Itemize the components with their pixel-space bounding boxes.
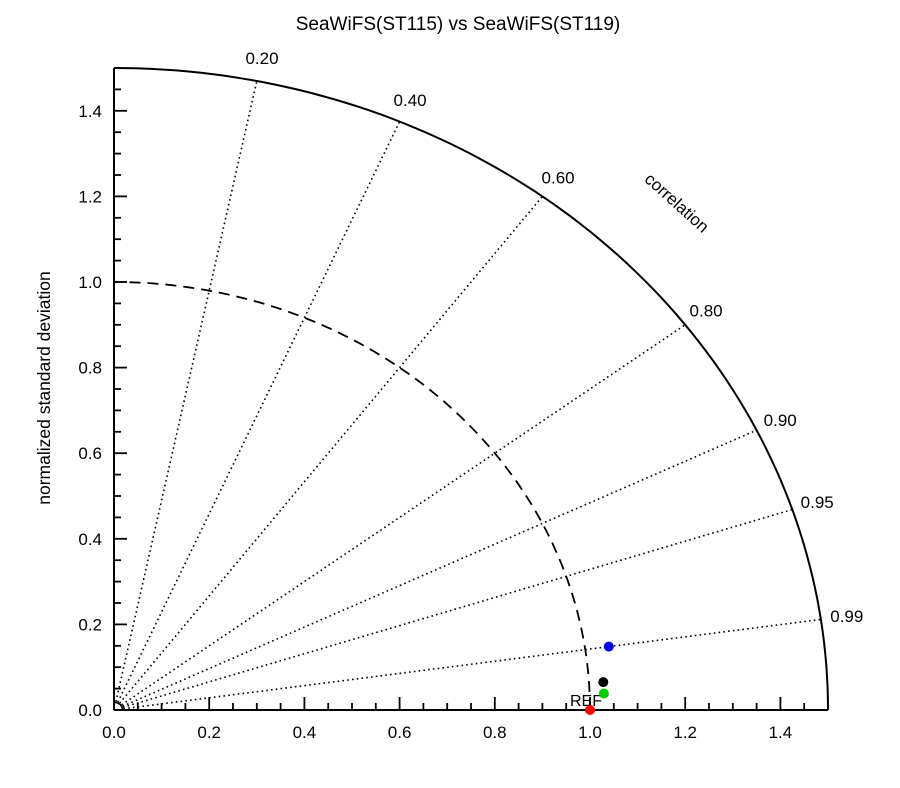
axes-group: [113, 68, 828, 711]
correlation-ray: [122, 508, 793, 709]
ray-labels-group: 0.20 0.40 0.60 0.80 0.90 0.95 0.99: [245, 49, 863, 626]
y-axis-tick-label: 1.2: [78, 187, 102, 206]
correlation-ray-label: 0.80: [690, 302, 723, 321]
correlation-ray-label: 0.90: [764, 411, 797, 430]
correlation-ray: [121, 324, 686, 706]
x-axis-tick-label: 0.6: [388, 723, 412, 742]
outer-arc: [113, 67, 829, 711]
correlation-axis-label: correlation: [641, 169, 713, 236]
data-point-series-blue: [603, 641, 614, 652]
correlation-ray-label: 0.40: [394, 91, 427, 110]
correlation-ray: [119, 195, 544, 704]
correlation-rays-group: [115, 80, 821, 710]
y-axis-tick-label: 1.0: [78, 273, 102, 292]
x-axis-tick-label: 0.2: [197, 723, 221, 742]
y-axis-tick-label: 0.2: [78, 615, 102, 634]
correlation-ray: [117, 121, 401, 703]
correlation-ray-label: 0.99: [830, 607, 863, 626]
correlation-ray: [122, 429, 757, 708]
x-axis-tick-label: 1.0: [578, 723, 602, 742]
ref-label: REF: [570, 693, 602, 710]
origin-arc: [114, 701, 124, 711]
x-axis-tick-label: 0.0: [102, 723, 126, 742]
y-axis-tick-label: 1.4: [78, 102, 102, 121]
correlation-ray: [123, 618, 821, 710]
tick-labels-group: 0.00.0 0.2 0.2 0.4 0.4 0.6 0.6 0.8 0.8 1.0 1.0 1.2 1…: [78, 102, 792, 742]
data-points-group: [585, 641, 614, 715]
y-axis-title: normalized standard deviation: [34, 271, 54, 504]
data-point-series-black: [598, 677, 609, 688]
x-axis-tick-label: 0.8: [483, 723, 507, 742]
correlation-ray-label: 0.20: [245, 49, 278, 68]
data-point-reference-red: [585, 705, 595, 715]
correlation-ray: [115, 80, 258, 702]
ticks-group: [114, 88, 806, 710]
correlation-ray-label: 0.60: [542, 169, 575, 188]
data-point-series-green: [598, 688, 609, 699]
reference-arc: [113, 281, 591, 711]
y-axis-tick-label: 0.6: [78, 444, 102, 463]
x-axis-tick-label: 1.2: [673, 723, 697, 742]
y-axis-tick-label: 0.0: [78, 701, 102, 720]
correlation-ray-label: 0.95: [801, 493, 834, 512]
chart-title: SeaWiFS(ST115) vs SeaWiFS(ST119): [296, 14, 620, 35]
y-axis-tick-label: 0.4: [78, 530, 102, 549]
arcs-group: [113, 67, 829, 711]
x-axis-tick-label: 1.4: [769, 723, 793, 742]
y-axis-tick-label: 0.8: [78, 359, 102, 378]
x-axis-tick-label: 0.4: [293, 723, 317, 742]
